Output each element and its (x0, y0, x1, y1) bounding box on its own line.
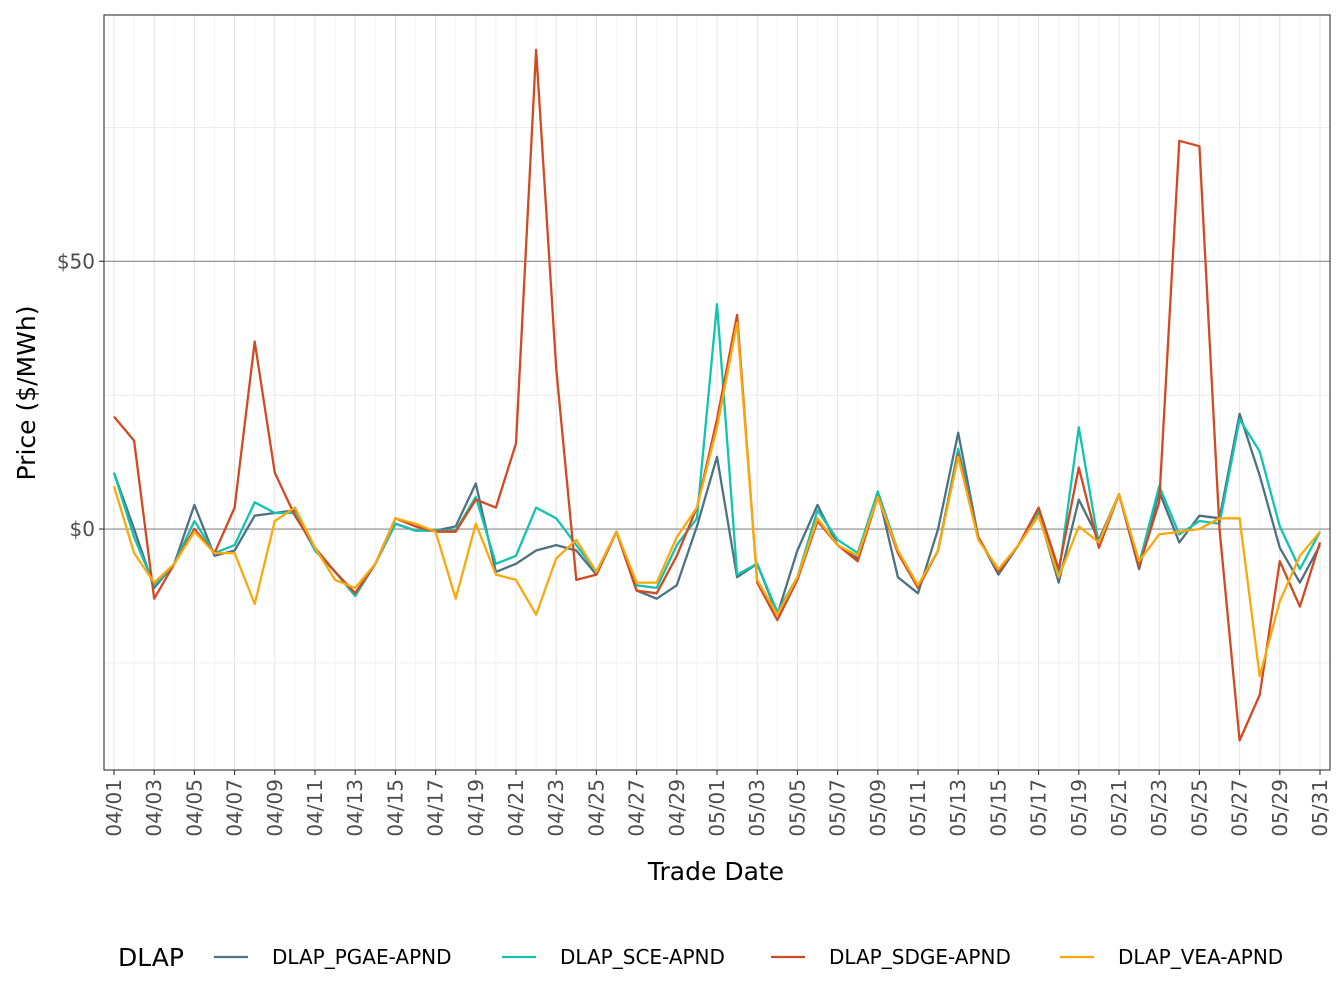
series-line-dlap-vea-apnd (112, 321, 1321, 678)
series-lines (112, 48, 1322, 742)
x-tick-label: 04/07 (223, 779, 247, 837)
x-axis-title: Trade Date (647, 857, 784, 886)
x-tick-label: 05/03 (745, 779, 769, 837)
legend-label: DLAP_SDGE-APND (829, 945, 1011, 969)
x-tick-label: 05/11 (906, 779, 930, 837)
y-axis-title: Price ($/MWh) (12, 306, 41, 481)
x-tick-label: 05/23 (1147, 779, 1171, 837)
x-tick-label: 05/01 (705, 779, 729, 837)
grid-lines (104, 15, 1330, 770)
x-tick-label: 04/23 (544, 779, 568, 837)
x-tick-label: 05/19 (1067, 779, 1091, 837)
x-tick-label: 04/01 (102, 779, 126, 837)
x-tick-label: 04/17 (424, 779, 448, 837)
x-tick-label: 05/05 (785, 779, 809, 837)
x-tick-label: 05/07 (826, 779, 850, 837)
x-tick-label: 04/29 (665, 779, 689, 837)
x-tick-label: 04/03 (142, 779, 166, 837)
x-tick-label: 05/15 (986, 779, 1010, 837)
x-tick-label: 05/27 (1228, 779, 1252, 837)
x-tick-label: 04/05 (182, 779, 206, 837)
y-tick-label: $50 (57, 249, 95, 273)
x-tick-label: 04/25 (584, 779, 608, 837)
x-tick-label: 05/09 (866, 779, 890, 837)
x-tick-label: 04/09 (263, 779, 287, 837)
x-tick-label: 04/15 (383, 779, 407, 837)
legend-title: DLAP (118, 943, 184, 972)
x-tick-label: 04/19 (464, 779, 488, 837)
legend-items: DLAP_PGAE-APND DLAP_SCE-APND DLAP_SDGE-APN… (214, 945, 1283, 969)
legend: DLAP DLAP_PGAE-APND DLAP_SCE-APND DLAP_SDG… (118, 943, 1283, 972)
y-tick-label: $0 (70, 517, 95, 541)
x-tick-label: 05/21 (1107, 779, 1131, 837)
x-tick-label: 05/17 (1027, 779, 1051, 837)
legend-label: DLAP_PGAE-APND (272, 945, 452, 969)
x-tick-label: 05/31 (1308, 779, 1332, 837)
axes: $0 $50 04/01 04/03 04/05 04/07 04/09 04/11 04/13… (57, 249, 1332, 836)
x-tick-label: 05/13 (946, 779, 970, 837)
x-tick-label: 04/11 (303, 779, 327, 837)
x-tick-label: 05/25 (1187, 779, 1211, 837)
legend-label: DLAP_VEA-APND (1118, 945, 1283, 969)
x-tick-label: 05/29 (1268, 779, 1292, 837)
x-tick-label: 04/27 (625, 779, 649, 837)
legend-label: DLAP_SCE-APND (560, 945, 725, 969)
x-tick-label: 04/21 (504, 779, 528, 837)
x-tick-label: 04/13 (343, 779, 367, 837)
